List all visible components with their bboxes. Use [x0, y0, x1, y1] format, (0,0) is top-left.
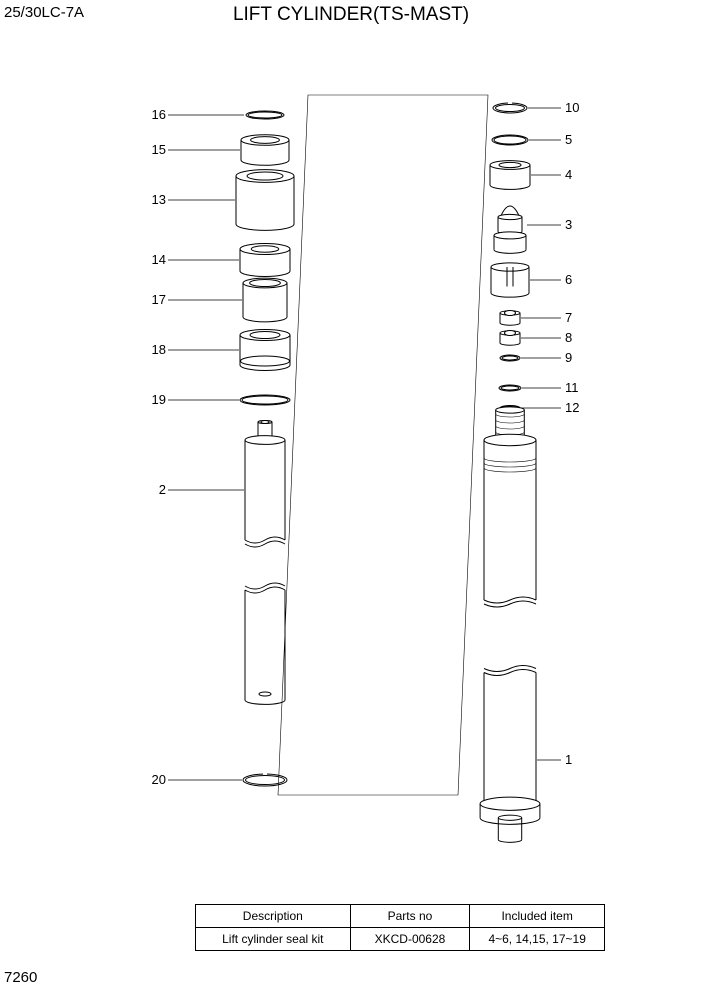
- callout-5: 5: [565, 133, 572, 146]
- kit-row: Lift cylinder seal kitXKCD-006284~6, 14,…: [196, 928, 605, 951]
- exploded-diagram: [0, 0, 702, 992]
- kit-col-2: Included item: [470, 905, 605, 928]
- callout-11: 11: [565, 381, 579, 394]
- callout-6: 6: [565, 273, 572, 286]
- callout-12: 12: [565, 401, 579, 414]
- callout-4: 4: [565, 168, 572, 181]
- callout-10: 10: [565, 101, 579, 114]
- kit-col-1: Parts no: [350, 905, 470, 928]
- callout-3: 3: [565, 218, 572, 231]
- kit-col-0: Description: [196, 905, 351, 928]
- seal-kit-table: DescriptionParts noIncluded item Lift cy…: [195, 904, 605, 951]
- callout-8: 8: [565, 331, 572, 344]
- callout-13: 13: [150, 193, 166, 206]
- callout-15: 15: [150, 143, 166, 156]
- callout-16: 16: [150, 108, 166, 121]
- callout-17: 17: [150, 293, 166, 306]
- kit-cell: 4~6, 14,15, 17~19: [470, 928, 605, 951]
- callout-14: 14: [150, 253, 166, 266]
- kit-cell: Lift cylinder seal kit: [196, 928, 351, 951]
- callout-19: 19: [150, 393, 166, 406]
- callout-20: 20: [150, 773, 166, 786]
- callout-2: 2: [150, 483, 166, 496]
- callout-1: 1: [565, 753, 572, 766]
- callout-9: 9: [565, 351, 572, 364]
- kit-cell: XKCD-00628: [350, 928, 470, 951]
- callout-7: 7: [565, 311, 572, 324]
- callout-18: 18: [150, 343, 166, 356]
